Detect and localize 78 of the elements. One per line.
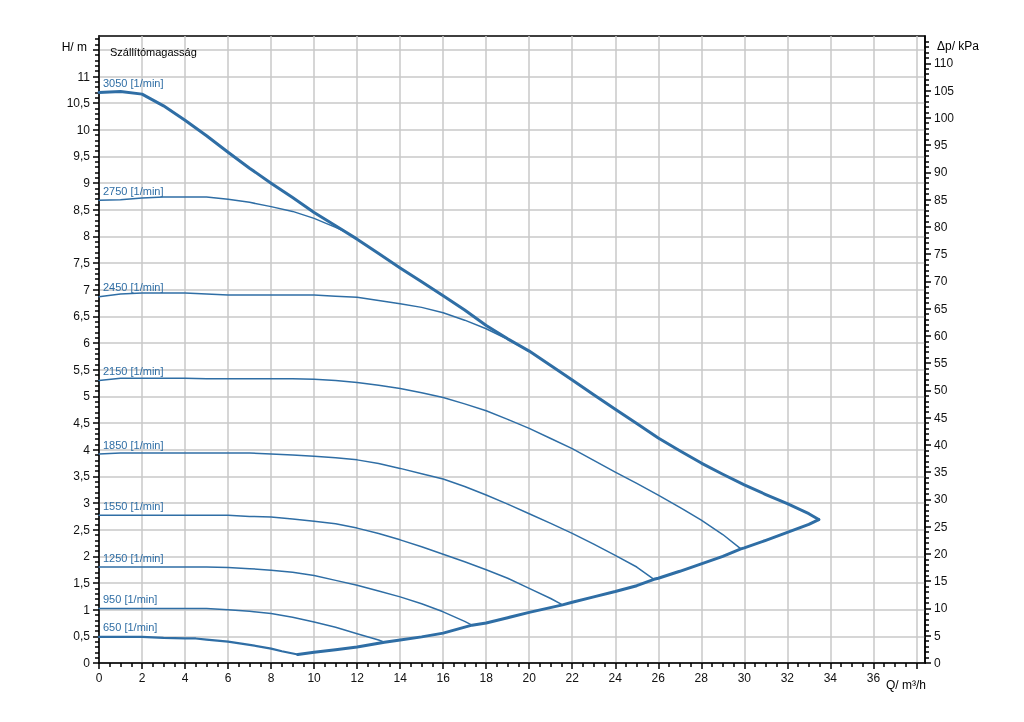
text: Szállítómagasság bbox=[110, 45, 197, 58]
y-tick-label: 2,5 bbox=[73, 522, 91, 537]
y-tick-label: 1,5 bbox=[73, 576, 91, 591]
y-tick-label: 8,5 bbox=[73, 202, 91, 217]
y2-tick-label: 80 bbox=[934, 219, 948, 234]
y2-tick-label: 90 bbox=[934, 165, 948, 180]
series-label: 2750 [1/min] bbox=[103, 184, 164, 197]
x-tick-label: 26 bbox=[651, 671, 666, 685]
y-tick-label: 10,5 bbox=[66, 96, 91, 111]
y-tick-label: 6,5 bbox=[73, 309, 91, 324]
y2-tick-label: 40 bbox=[934, 437, 948, 452]
x-tick-label: 34 bbox=[823, 671, 838, 685]
y2-tick-label: 105 bbox=[934, 83, 955, 98]
y-axis-title: H/ m bbox=[61, 40, 87, 54]
x-tick-label: 2 bbox=[138, 671, 146, 685]
y-tick-label: 6 bbox=[83, 336, 91, 351]
y2-axis-title: Δp/ kPa bbox=[937, 39, 980, 53]
y-tick-label: 11 bbox=[77, 69, 91, 84]
x-tick-label: 16 bbox=[436, 671, 451, 685]
y2-tick-label: 100 bbox=[934, 110, 955, 125]
x-tick-label: 12 bbox=[350, 671, 365, 685]
series-label: 3050 [1/min] bbox=[103, 77, 164, 90]
y2-tick-label: 35 bbox=[934, 465, 948, 480]
y-tick-label: 7 bbox=[83, 282, 91, 297]
y-tick-label: 9 bbox=[83, 176, 91, 191]
y2-tick-label: 70 bbox=[934, 274, 948, 289]
x-axis-title: Q/ m³/h bbox=[885, 678, 926, 692]
y2-tick-label: 20 bbox=[934, 546, 948, 561]
x-tick-label: 32 bbox=[780, 671, 795, 685]
series-label: 2150 [1/min] bbox=[103, 364, 164, 377]
x-tick-label: 4 bbox=[181, 671, 189, 685]
y2-tick-label: 95 bbox=[934, 138, 948, 153]
y-tick-label: 1 bbox=[83, 602, 91, 617]
x-tick-label: 24 bbox=[608, 671, 623, 685]
x-tick-label: 18 bbox=[479, 671, 494, 685]
y2-tick-label: 55 bbox=[934, 356, 948, 371]
y2-tick-label: 75 bbox=[934, 247, 948, 262]
y-tick-label: 5,5 bbox=[73, 362, 91, 377]
x-tick-label: 20 bbox=[522, 671, 537, 685]
y2-tick-label: 65 bbox=[934, 301, 948, 316]
x-tick-label: 14 bbox=[393, 671, 408, 685]
x-tick-label: 28 bbox=[694, 671, 709, 685]
y2-tick-label: 5 bbox=[934, 628, 941, 643]
series-label: 1550 [1/min] bbox=[103, 499, 164, 512]
x-tick-label: 0 bbox=[95, 671, 103, 685]
y-tick-label: 3,5 bbox=[73, 469, 91, 484]
x-tick-label: 8 bbox=[267, 671, 275, 685]
y-tick-label: 8 bbox=[83, 229, 91, 244]
y-tick-label: 7,5 bbox=[73, 256, 91, 271]
y2-tick-label: 0 bbox=[934, 656, 941, 670]
y-tick-label: 0 bbox=[83, 656, 91, 670]
y-tick-label: 3 bbox=[83, 496, 91, 511]
y2-tick-label: 50 bbox=[934, 383, 948, 398]
y2-tick-label: 10 bbox=[934, 601, 948, 616]
series-label: 2450 [1/min] bbox=[103, 281, 164, 294]
series-label: 1850 [1/min] bbox=[103, 438, 164, 451]
y2-tick-label: 110 bbox=[934, 56, 954, 71]
x-tick-label: 6 bbox=[224, 671, 232, 685]
y2-tick-label: 85 bbox=[934, 192, 948, 207]
y-tick-label: 4 bbox=[83, 442, 91, 457]
y2-tick-label: 15 bbox=[934, 574, 948, 589]
series-label: 1250 [1/min] bbox=[103, 551, 164, 564]
series-label: 950 [1/min] bbox=[103, 593, 158, 606]
y2-tick-label: 30 bbox=[934, 492, 948, 507]
y2-tick-label: 25 bbox=[934, 519, 948, 534]
x-tick-label: 36 bbox=[866, 671, 881, 685]
y2-tick-label: 45 bbox=[934, 410, 948, 425]
y-tick-label: 5 bbox=[83, 389, 91, 404]
y-tick-label: 2 bbox=[83, 549, 91, 564]
series-label: 650 [1/min] bbox=[103, 621, 158, 634]
y-tick-label: 4,5 bbox=[73, 416, 91, 431]
y-tick-label: 9,5 bbox=[73, 149, 91, 164]
x-tick-label: 22 bbox=[565, 671, 580, 685]
y-tick-label: 10 bbox=[76, 122, 91, 137]
y2-tick-label: 60 bbox=[934, 328, 948, 343]
y-tick-label: 0,5 bbox=[73, 629, 91, 644]
x-tick-label: 30 bbox=[737, 671, 752, 685]
x-tick-label: 10 bbox=[307, 671, 322, 685]
